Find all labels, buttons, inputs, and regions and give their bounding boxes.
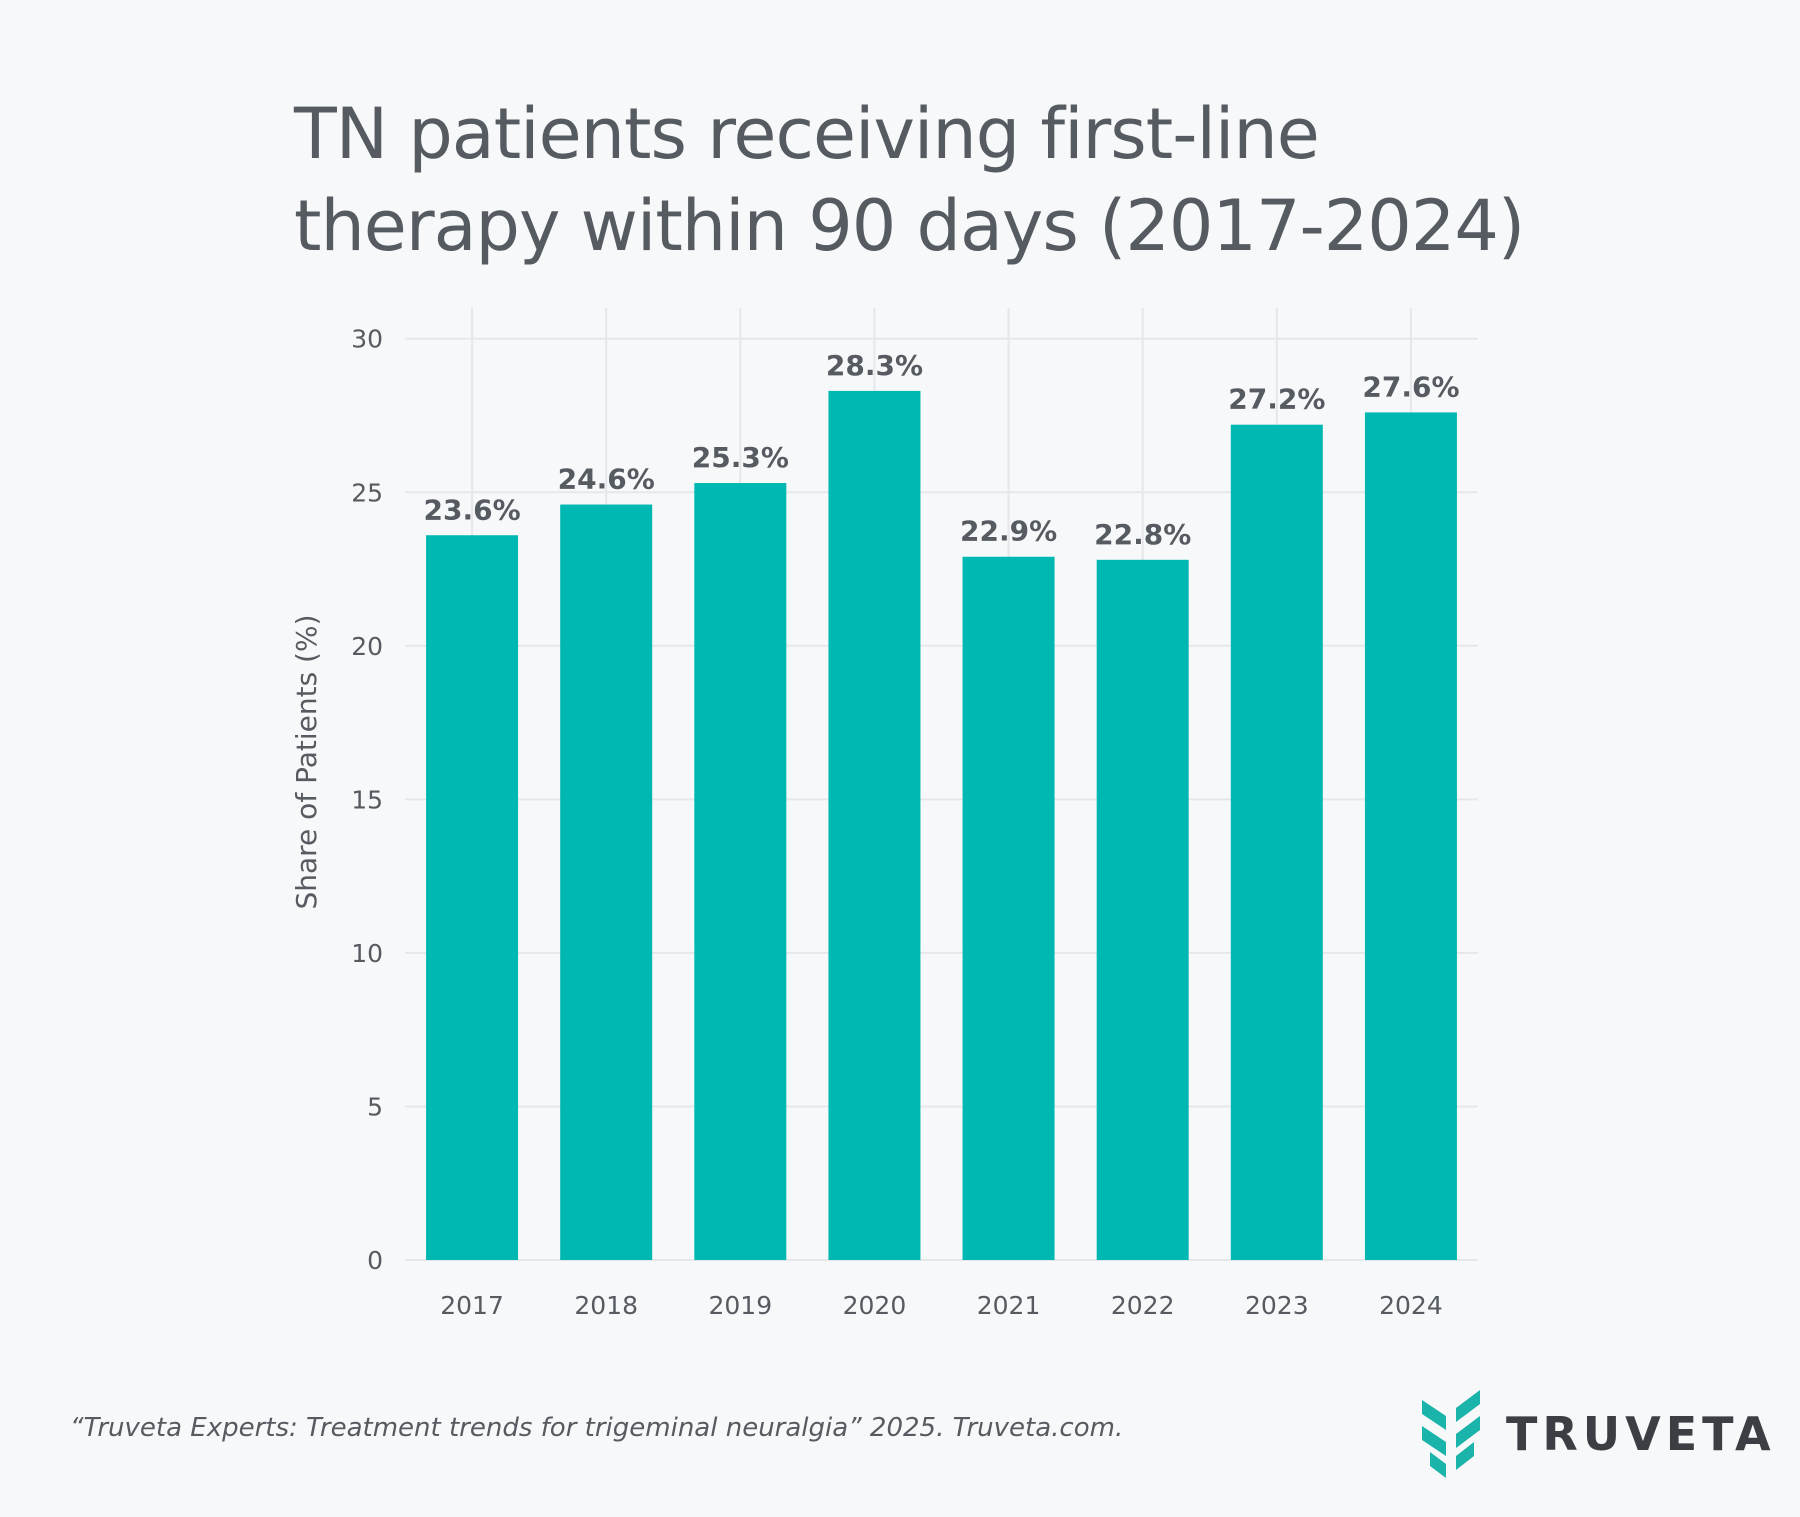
y-tick-label: 20 (351, 632, 383, 661)
y-tick-label: 25 (351, 478, 383, 507)
y-tick-label: 5 (367, 1092, 383, 1121)
bars (426, 390, 1457, 1260)
x-tick-label: 2023 (1245, 1291, 1309, 1320)
brand-name: TRUVETA (1506, 1407, 1776, 1461)
truveta-logo-icon (1422, 1390, 1480, 1478)
bar (1096, 559, 1189, 1260)
y-tick-label: 0 (367, 1246, 383, 1275)
y-tick-label: 10 (351, 939, 383, 968)
y-tick-label: 15 (351, 785, 383, 814)
data-label: 23.6% (423, 493, 520, 526)
data-labels: 23.6% 24.6% 25.3% 28.3% 22.9% 22.8% 27.2% 27.6% (423, 349, 1459, 551)
x-tick-label: 2020 (843, 1291, 907, 1320)
data-label: 27.6% (1362, 370, 1459, 403)
chart-title-line-2: therapy within 90 days (2017-2024) (294, 185, 1525, 267)
bar (962, 556, 1055, 1260)
data-label: 27.2% (1228, 383, 1325, 416)
x-tick-label: 2021 (977, 1291, 1041, 1320)
data-label: 22.9% (960, 515, 1057, 548)
bar (426, 535, 519, 1260)
source-citation: “Truveta Experts: Treatment trends for t… (70, 1413, 1124, 1443)
brand-logo[interactable]: TRUVETA (1418, 1384, 1776, 1484)
data-label: 28.3% (826, 349, 923, 382)
y-tick-labels: 0 5 10 15 20 25 30 (351, 325, 383, 1275)
chart-title-line-1: TN patients receiving first-line (294, 93, 1320, 175)
y-tick-label: 30 (351, 325, 383, 354)
bar (694, 483, 787, 1260)
x-tick-label: 2018 (574, 1291, 638, 1320)
y-axis-label: Share of Patients (%) (290, 614, 323, 909)
bar (828, 390, 921, 1260)
x-tick-label: 2024 (1379, 1291, 1443, 1320)
x-tick-label: 2019 (709, 1291, 773, 1320)
data-label: 22.8% (1094, 518, 1191, 551)
bar (1230, 424, 1323, 1260)
data-label: 24.6% (558, 463, 655, 496)
data-label: 25.3% (692, 441, 789, 474)
bar (1364, 412, 1457, 1260)
bar (560, 504, 653, 1260)
x-tick-label: 2017 (440, 1291, 504, 1320)
x-tick-label: 2022 (1111, 1291, 1175, 1320)
x-tick-labels: 2017 2018 2019 2020 2021 2022 2023 2024 (440, 1291, 1443, 1320)
chart-title: TN patients receiving first-line therapy… (294, 88, 1594, 272)
